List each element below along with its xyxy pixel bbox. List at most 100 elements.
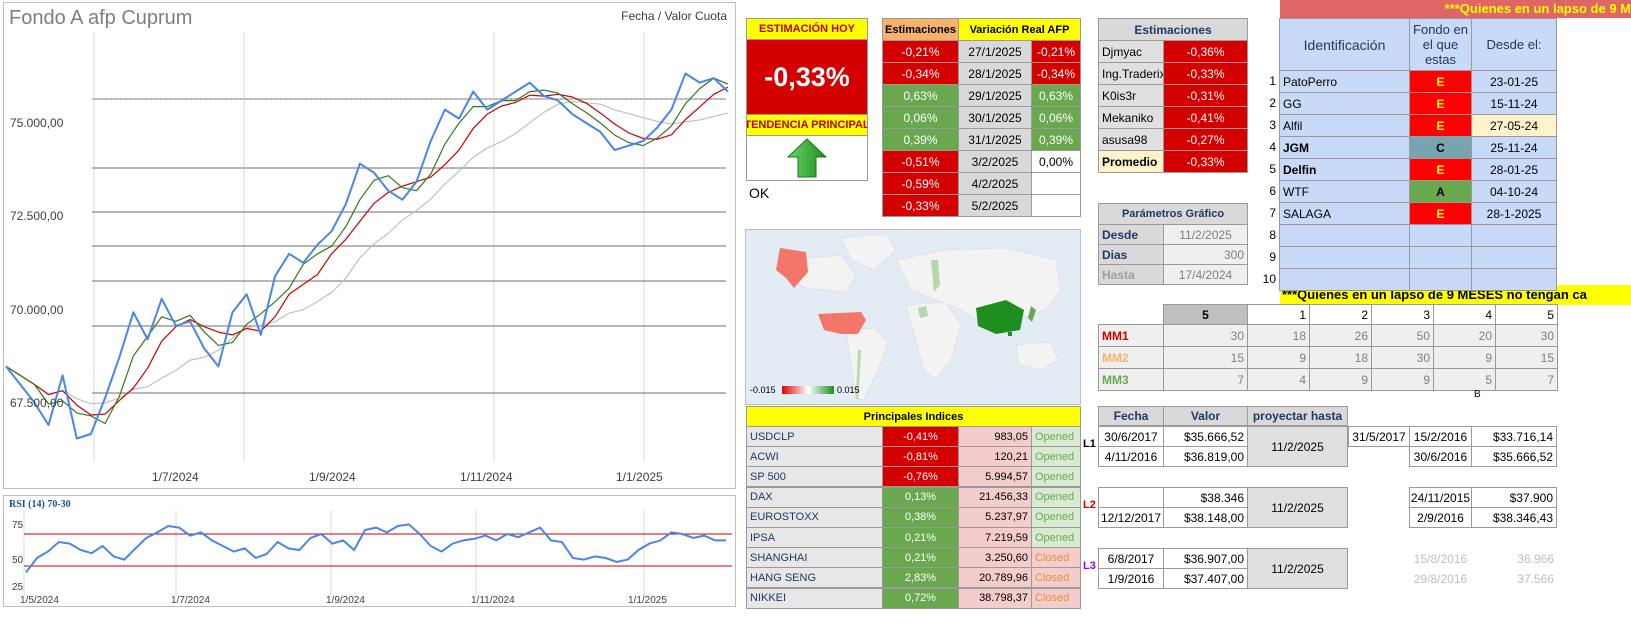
- index-name: IPSA: [746, 527, 883, 548]
- mm-selected-value[interactable]: 15: [1163, 346, 1248, 369]
- proy-fecha[interactable]: 6/8/2017: [1098, 548, 1164, 569]
- index-pct: -0,81%: [882, 446, 959, 468]
- index-pct: 2,83%: [882, 567, 959, 589]
- desde-cell: [1471, 268, 1557, 291]
- mm-option-value: 18: [1309, 346, 1372, 369]
- user-value: -0,27%: [1163, 128, 1248, 151]
- fondo-cell: A: [1409, 180, 1472, 203]
- rsi-x-tick: 1/7/2024: [171, 595, 210, 606]
- mm-option-value: 9: [1371, 368, 1434, 391]
- map-china: [976, 300, 1024, 334]
- index-value: 5.994,57: [958, 466, 1032, 488]
- proy-fecha[interactable]: [1098, 487, 1164, 508]
- valor-cuota-line: [5, 72, 729, 440]
- map-japan: [1028, 306, 1036, 322]
- user-value: -0,33%: [1163, 62, 1248, 85]
- world-map-svg: [776, 233, 1062, 401]
- y-tick-label: 70.000,00: [10, 303, 64, 317]
- proy-valor[interactable]: $38.346: [1163, 487, 1248, 508]
- proy-valor[interactable]: $38.148,00: [1163, 507, 1248, 528]
- proyectar-header: proyectar hasta: [1247, 406, 1348, 426]
- extra-date: 31/5/2017: [1348, 426, 1410, 447]
- ok-label: OK: [749, 185, 770, 201]
- extra-value: $37.900: [1471, 487, 1557, 508]
- desde-field[interactable]: 11/2/2025: [1163, 224, 1248, 245]
- fondo-cell: E: [1409, 92, 1472, 115]
- proy-hasta[interactable]: 11/2/2025: [1247, 548, 1348, 589]
- fondo-header: Fondo en el que estas: [1409, 18, 1472, 71]
- index-pct: 0,21%: [882, 547, 959, 569]
- index-value: 7.219,59: [958, 527, 1032, 548]
- row-number: 5: [1269, 162, 1276, 176]
- x-tick-label: 1/1/2025: [616, 470, 663, 484]
- proy-hasta[interactable]: 11/2/2025: [1247, 487, 1348, 528]
- main-chart-panel: Fondo A afp Cuprum Fecha / Valor Cuota 7…: [3, 2, 736, 489]
- row-number: 6: [1269, 184, 1276, 198]
- index-state: Opened: [1031, 486, 1081, 508]
- desde-cell: 25-11-24: [1471, 136, 1557, 159]
- mm-option-value: 4: [1247, 368, 1310, 391]
- fondo-cell: E: [1409, 158, 1472, 181]
- proy-hasta[interactable]: 11/2/2025: [1247, 426, 1348, 467]
- extra-value: 36.966: [1517, 551, 1554, 566]
- mm-option-value: 50: [1371, 324, 1434, 347]
- map-legend-min: -0.015: [750, 385, 776, 395]
- index-pct: -0,76%: [882, 466, 959, 488]
- index-pct: 0,72%: [882, 587, 959, 609]
- promedio-label: Promedio: [1098, 150, 1164, 173]
- participant-name: [1279, 224, 1410, 247]
- extra-date: 24/11/2015: [1409, 487, 1472, 508]
- mm-option-value: 7: [1495, 368, 1558, 391]
- fondo-cell: E: [1409, 202, 1472, 225]
- index-state: Closed: [1031, 567, 1081, 589]
- fondo-cell: [1409, 224, 1472, 247]
- mm1-line: [5, 86, 729, 416]
- map-alaska: [776, 248, 808, 288]
- map-legend-max: 0.015: [837, 385, 860, 395]
- index-state: Closed: [1031, 547, 1081, 569]
- map-germany: [918, 306, 928, 318]
- dias-field[interactable]: 300: [1163, 244, 1248, 265]
- banner-top-text: ***Quienes en un lapso de 9 M: [1444, 1, 1631, 16]
- chart-title: Fondo A afp Cuprum: [9, 7, 193, 29]
- estimacion-hoy-value: -0,33%: [746, 39, 868, 115]
- fondo-cell: [1409, 268, 1472, 291]
- tendencia-box: [746, 135, 868, 181]
- proy-valor[interactable]: $37.407,00: [1163, 568, 1248, 589]
- mm-selected-value[interactable]: 30: [1163, 324, 1248, 347]
- proy-fecha[interactable]: 4/11/2016: [1098, 446, 1164, 467]
- map-hongkong: [1008, 332, 1012, 336]
- proy-fecha[interactable]: 30/6/2017: [1098, 426, 1164, 447]
- x-tick-label: 1/7/2024: [152, 470, 199, 484]
- estimacion-cell: -0,34%: [882, 62, 959, 85]
- extra-date: 29/8/2016: [1413, 571, 1468, 586]
- index-state: Opened: [1031, 426, 1081, 447]
- proy-valor[interactable]: $35.666,52: [1163, 426, 1248, 447]
- extra-value: 37.566: [1517, 571, 1554, 586]
- extra-date: 30/6/2016: [1409, 446, 1472, 467]
- hasta-field[interactable]: 17/4/2024: [1163, 264, 1248, 285]
- map-greenland: [840, 233, 897, 271]
- estimacion-hoy-header: ESTIMACIÓN HOY: [746, 18, 868, 40]
- index-name: ACWI: [746, 446, 883, 468]
- mm-selected-value[interactable]: 7: [1163, 368, 1248, 391]
- mm-long-line: [5, 100, 729, 405]
- estimacion-cell: 0,39%: [882, 128, 959, 151]
- fecha-cell: 28/1/2025: [958, 62, 1032, 85]
- participant-name: Delfin: [1279, 158, 1410, 181]
- desde-header: Desde el:: [1471, 18, 1557, 71]
- y-tick-label: 75.000,00: [10, 116, 64, 130]
- index-state: Opened: [1031, 527, 1081, 548]
- proy-fecha[interactable]: 1/9/2016: [1098, 568, 1164, 589]
- x-tick-label: 1/9/2024: [309, 470, 356, 484]
- real-cell: 0,06%: [1031, 106, 1081, 129]
- row-number: 2: [1269, 96, 1276, 110]
- proy-valor[interactable]: $36.819,00: [1163, 446, 1248, 467]
- rsi-x-tick: 1/9/2024: [326, 595, 365, 606]
- mm-option-value: 18: [1247, 324, 1310, 347]
- index-value: 21.456,33: [958, 486, 1032, 508]
- proy-valor[interactable]: $36.907,00: [1163, 548, 1248, 569]
- proy-fecha[interactable]: 12/12/2017: [1098, 507, 1164, 528]
- banner-top: ***Quienes en un lapso de 9 M: [1280, 0, 1631, 18]
- real-cell: [1031, 172, 1081, 195]
